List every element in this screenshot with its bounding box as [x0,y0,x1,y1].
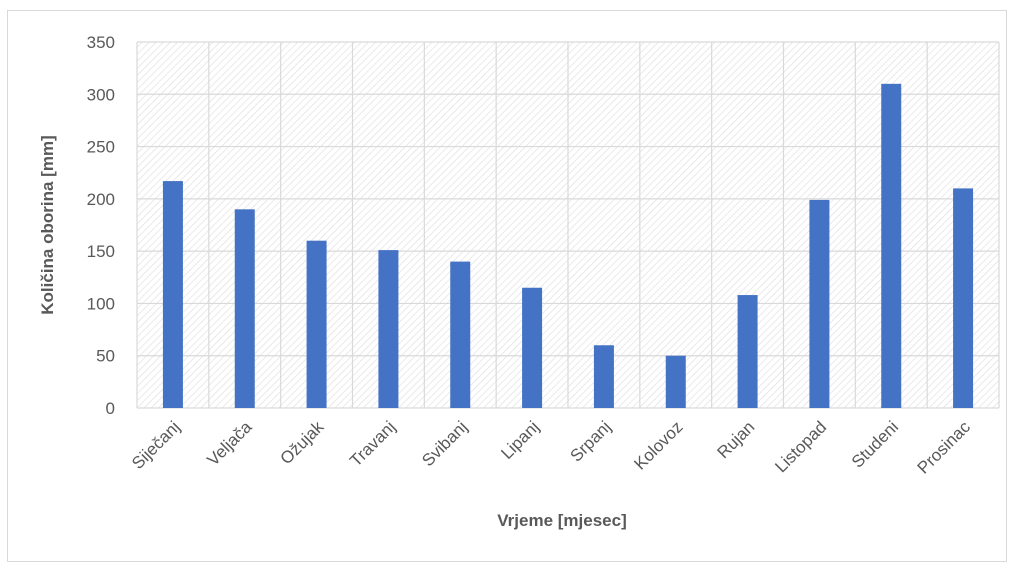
bar-srpanj [593,345,614,408]
bar-siječanj [162,181,183,408]
x-tick-label: Rujan [714,417,759,462]
gridlines [136,41,1000,409]
y-tick-label: 50 [96,347,115,366]
y-tick-label: 150 [87,242,115,261]
x-tick-label: Lipanj [497,417,543,463]
bar-studeni [881,83,902,408]
bar-rujan [737,295,758,408]
y-tick-label: 300 [87,85,115,104]
x-tick-label: Prosinac [914,417,975,478]
x-tick-label: Srpanj [567,417,615,465]
y-tick-label: 200 [87,190,115,209]
bars [162,83,974,408]
bar-lipanj [522,287,543,408]
x-tick-label: Svibanj [418,417,471,470]
x-tick-label: Kolovoz [630,417,686,473]
bar-listopad [809,199,830,408]
bar-ožujak [306,240,327,408]
bar-prosinac [953,188,974,408]
bar-veljača [234,209,255,408]
x-tick-label: Listopad [771,417,830,476]
x-axis-ticks: Siječanj Veljača Ožujak Travanj Svibanj Lipan… [128,417,974,478]
y-axis-ticks: 0 50 100 150 200 250 300 350 [87,33,115,418]
x-tick-label: Veljača [203,417,256,470]
y-tick-label: 100 [87,294,115,313]
y-axis-title: Količina oborina [mm] [38,135,57,314]
x-tick-label: Travanj [346,417,399,470]
y-tick-label: 350 [87,33,115,52]
bar-kolovoz [665,355,686,408]
bar-svibanj [450,261,471,408]
y-tick-label: 0 [106,399,115,418]
x-axis-title: Vrjeme [mjesec] [497,511,626,530]
x-tick-label: Studeni [848,417,902,471]
x-tick-label: Ožujak [277,417,328,468]
y-tick-label: 250 [87,138,115,157]
bar-travanj [378,250,399,408]
x-tick-label: Siječanj [128,417,184,473]
